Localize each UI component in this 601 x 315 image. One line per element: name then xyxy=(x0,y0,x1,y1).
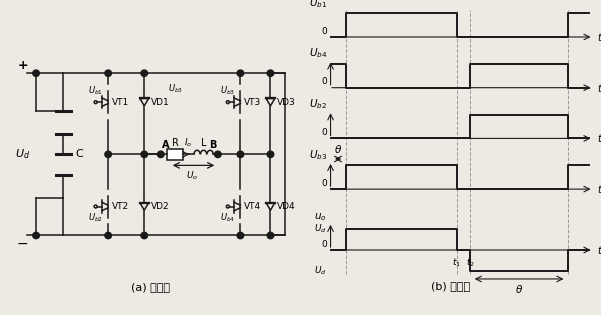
Text: −: − xyxy=(17,237,28,251)
Circle shape xyxy=(141,232,148,239)
Text: 0: 0 xyxy=(321,239,327,249)
Text: $U_{b3}$: $U_{b3}$ xyxy=(168,83,183,95)
Text: $U_d$: $U_d$ xyxy=(314,265,327,277)
Text: 0: 0 xyxy=(321,26,327,36)
Text: +: + xyxy=(17,59,28,72)
Text: (a) 电路图: (a) 电路图 xyxy=(131,282,169,292)
Circle shape xyxy=(105,70,112,77)
Circle shape xyxy=(32,232,40,239)
Text: $U_{b3}$: $U_{b3}$ xyxy=(309,148,327,162)
Text: L: L xyxy=(201,138,206,148)
Text: $U_{b4}$: $U_{b4}$ xyxy=(220,211,236,224)
Circle shape xyxy=(141,70,148,77)
Text: C: C xyxy=(75,149,83,159)
Text: $\theta$: $\theta$ xyxy=(334,143,342,155)
Text: 0: 0 xyxy=(321,179,327,188)
Text: $t_1$: $t_1$ xyxy=(452,256,462,269)
Text: 0: 0 xyxy=(321,77,327,86)
Text: $\theta$: $\theta$ xyxy=(515,283,523,295)
Circle shape xyxy=(32,70,40,77)
Text: VT3: VT3 xyxy=(244,98,261,107)
Text: $I_o$: $I_o$ xyxy=(185,136,193,149)
Circle shape xyxy=(105,232,112,239)
Circle shape xyxy=(227,101,230,104)
Circle shape xyxy=(237,151,244,158)
Circle shape xyxy=(267,232,273,239)
Text: $t$: $t$ xyxy=(597,82,601,94)
Text: $U_{b2}$: $U_{b2}$ xyxy=(309,97,327,111)
Text: $U_{b1}$: $U_{b1}$ xyxy=(309,0,327,10)
Circle shape xyxy=(141,151,148,158)
Text: $U_d$: $U_d$ xyxy=(314,223,327,235)
Text: VD2: VD2 xyxy=(151,202,169,211)
Circle shape xyxy=(94,101,97,104)
Circle shape xyxy=(94,205,97,208)
Text: $U_{b2}$: $U_{b2}$ xyxy=(88,211,103,224)
Text: $t$: $t$ xyxy=(597,31,601,43)
Circle shape xyxy=(215,151,221,158)
Text: B: B xyxy=(210,140,217,150)
Text: VT1: VT1 xyxy=(112,98,129,107)
Text: $U_{b3}$: $U_{b3}$ xyxy=(220,85,236,97)
Text: $U_{b4}$: $U_{b4}$ xyxy=(308,47,327,60)
Circle shape xyxy=(267,151,273,158)
Text: $t$: $t$ xyxy=(597,244,601,256)
Circle shape xyxy=(227,205,230,208)
Circle shape xyxy=(267,70,273,77)
Text: $U_{b1}$: $U_{b1}$ xyxy=(88,85,103,97)
Circle shape xyxy=(237,232,244,239)
Text: $u_o$: $u_o$ xyxy=(314,211,327,223)
Text: VD1: VD1 xyxy=(151,98,169,107)
Circle shape xyxy=(157,151,164,158)
Text: VD4: VD4 xyxy=(277,202,296,211)
Text: 0: 0 xyxy=(321,128,327,137)
Text: $t$: $t$ xyxy=(597,132,601,144)
Circle shape xyxy=(105,151,112,158)
Text: VT4: VT4 xyxy=(244,202,261,211)
Text: $t$: $t$ xyxy=(597,183,601,195)
Circle shape xyxy=(237,70,244,77)
Text: $U_d$: $U_d$ xyxy=(15,147,30,161)
Text: VT2: VT2 xyxy=(112,202,129,211)
Text: $t_2$: $t_2$ xyxy=(466,256,475,269)
Text: R: R xyxy=(172,138,178,148)
Text: (b) 波形图: (b) 波形图 xyxy=(431,281,471,290)
FancyBboxPatch shape xyxy=(167,149,183,160)
Text: $U_o$: $U_o$ xyxy=(186,169,198,182)
Text: VD3: VD3 xyxy=(277,98,296,107)
Text: A: A xyxy=(162,140,169,150)
